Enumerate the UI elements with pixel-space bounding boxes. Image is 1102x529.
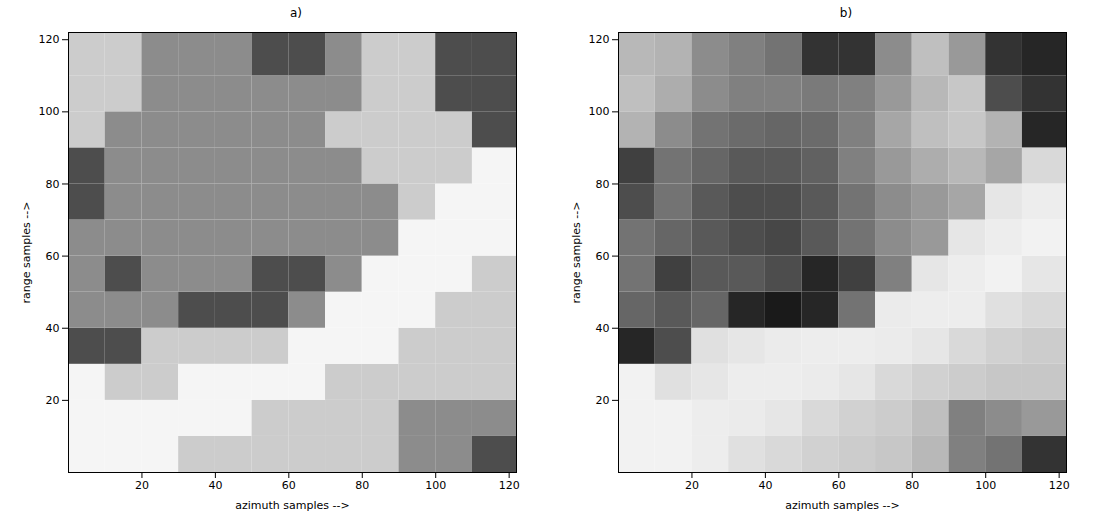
html-text:b): b) (839, 6, 853, 20)
svg-text:80: 80 (905, 479, 919, 492)
svg-text:120: 120 (589, 33, 610, 46)
svg-text:20: 20 (135, 479, 149, 492)
svg-text:60: 60 (282, 479, 296, 492)
svg-text:120: 120 (39, 33, 60, 46)
svg-text:80: 80 (46, 177, 60, 190)
svg-text:60: 60 (596, 250, 610, 263)
svg-text:20: 20 (685, 479, 699, 492)
svg-text:100: 100 (39, 105, 60, 118)
svg-text:80: 80 (596, 177, 610, 190)
svg-text:40: 40 (208, 479, 222, 492)
svg-text:40: 40 (758, 479, 772, 492)
svg-text:azimuth samples -->: azimuth samples --> (235, 499, 349, 512)
html-text:a): a) (290, 6, 302, 20)
svg-text:range samples -->: range samples --> (20, 202, 33, 304)
svg-text:range samples -->: range samples --> (570, 202, 583, 304)
svg-text:80: 80 (355, 479, 369, 492)
svg-text:20: 20 (46, 394, 60, 407)
svg-text:60: 60 (832, 479, 846, 492)
svg-text:azimuth samples -->: azimuth samples --> (785, 499, 899, 512)
svg-text:40: 40 (596, 322, 610, 335)
svg-text:40: 40 (46, 322, 60, 335)
svg-text:100: 100 (425, 479, 446, 492)
svg-text:100: 100 (975, 479, 996, 492)
svg-text:60: 60 (46, 250, 60, 263)
svg-text:120: 120 (1049, 479, 1070, 492)
svg-text:20: 20 (596, 394, 610, 407)
svg-text:120: 120 (499, 479, 520, 492)
svg-text:100: 100 (589, 105, 610, 118)
